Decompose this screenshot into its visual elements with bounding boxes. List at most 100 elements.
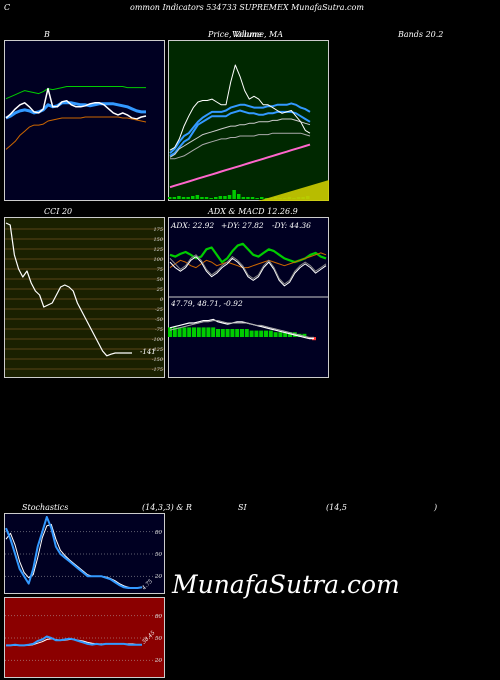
macd-histogram-bar — [249, 330, 254, 337]
macd-label: 47.79, 48.71, -0.92 — [170, 299, 243, 308]
macd-histogram-bar — [288, 332, 292, 337]
osc-signal-line — [5, 523, 143, 589]
macd-histogram-bar — [244, 329, 249, 337]
cci-title: CCI 20 — [44, 207, 73, 216]
cci-line — [5, 222, 132, 357]
macd-histogram-bar — [201, 327, 206, 337]
price-chart — [168, 40, 329, 201]
mdi-line — [169, 256, 327, 287]
cci-tick-label: -75 — [155, 327, 163, 333]
macd-histogram-bar — [177, 327, 182, 337]
macd-histogram-bar — [302, 333, 307, 337]
volume-bar — [218, 196, 223, 199]
volume-bar — [209, 198, 213, 199]
macd-histogram-bar — [211, 327, 216, 337]
panel-background — [168, 40, 329, 201]
macd-histogram-bar — [240, 329, 244, 337]
volume-bar — [255, 198, 259, 199]
volume-bar — [241, 197, 246, 199]
bands-title: Bands 20.2 — [398, 30, 444, 39]
cci-tick-label: -100 — [152, 337, 164, 343]
price-ma-short-b — [169, 102, 311, 154]
macd-histogram-bar — [187, 327, 192, 337]
volume-bar — [181, 197, 186, 199]
pdi-label: +DY: 27.82 — [221, 221, 264, 230]
cci-tick-label: 125 — [153, 247, 163, 253]
macd-histogram-bar — [182, 327, 187, 337]
osc-main-line — [6, 635, 142, 647]
bb-middle-line — [5, 101, 146, 120]
macd-histogram-bar — [220, 329, 225, 337]
cci-tick-label: -125 — [152, 347, 163, 353]
stoch-title-c: SI — [238, 503, 247, 512]
osc-tick-label: 50 — [155, 636, 162, 642]
volume-bar — [260, 197, 264, 199]
volume-bar — [200, 197, 204, 199]
volume-bar — [214, 197, 218, 199]
cci-tick-label: 0 — [160, 297, 164, 303]
adx-label: ADX: 22.92 — [170, 221, 214, 230]
price-title: Price, Volume, MA — [208, 30, 284, 39]
macd-histogram-bar — [225, 329, 230, 337]
panel-background — [4, 597, 165, 678]
volume-bar — [223, 196, 227, 199]
volume-bar — [246, 197, 250, 199]
macd-histogram-bar — [264, 330, 268, 337]
stoch-title-b: (14,3,3) & R — [142, 503, 192, 512]
volume-bar — [168, 197, 172, 199]
stoch-title-d: (14,5 — [326, 503, 347, 512]
macd-line — [169, 318, 314, 340]
bb-upper-line — [5, 86, 146, 100]
price-ma-long — [170, 132, 311, 160]
macd-histogram-bar — [196, 327, 201, 337]
macd-histogram-bar — [254, 330, 259, 337]
osc-tick-label: 20 — [154, 658, 162, 664]
mdi-label: -DY: 44.36 — [272, 221, 311, 230]
volume-bar — [237, 194, 241, 199]
osc-tick-label: 80 — [155, 614, 162, 620]
panel-background — [4, 217, 165, 378]
cci-tick-label: 75 — [157, 267, 163, 273]
macd-histogram-bar — [206, 327, 211, 337]
volume-bar — [204, 197, 209, 199]
macd-histogram-bar — [278, 332, 283, 337]
volume-bar — [177, 196, 181, 199]
osc-tick-label: 50 — [155, 552, 162, 558]
volume-bar — [191, 196, 195, 199]
osc-tick-label: 80 — [155, 530, 162, 536]
volume-bar — [227, 195, 232, 199]
page-title: ommon Indicators 534733 SUPREMEX MunafaS… — [130, 3, 364, 12]
volume-bar — [264, 198, 269, 199]
price-title-overlap: Volume — [232, 30, 262, 39]
bb-price-line — [5, 87, 147, 120]
macd-signal-line — [169, 320, 314, 338]
watermark: MunafaSutra.com — [172, 570, 400, 599]
osc-main-line — [5, 516, 143, 589]
price-close-line — [169, 64, 311, 151]
macd-histogram-bar — [259, 330, 264, 337]
cci-tick-label: -50 — [155, 317, 164, 323]
mdi-shadow-line — [169, 254, 327, 285]
cci-chart: 175 150 125 100 75 50 25 0 -25 -50 -75 -100 -125 -150… — [4, 217, 165, 378]
cci-tick-label: 150 — [153, 237, 163, 243]
bb-lower-line — [5, 116, 147, 150]
header-left: C — [4, 3, 11, 12]
cci-tick-label: -175 — [152, 367, 163, 373]
osc-tick-label: 20 — [154, 574, 162, 580]
cci-tick-label: -25 — [155, 307, 163, 313]
bb-title: B — [44, 30, 50, 39]
volume-bar — [232, 190, 236, 199]
cci-tick-label: 50 — [157, 277, 164, 283]
macd-histogram-bar — [283, 332, 288, 337]
stoch-title-a: Stochastics — [22, 503, 69, 512]
cci-tick-label: 175 — [153, 227, 163, 233]
bollinger-chart — [4, 40, 165, 201]
adx-chart: ADX: 22.92 +DY: 27.82 -DY: 44.36 47.79, 48.… — [168, 217, 329, 378]
price-ma-pink — [169, 143, 311, 189]
volume-bar — [186, 197, 190, 199]
price-ma-mid — [169, 118, 311, 158]
adx-title: ADX & MACD 12.26.9 — [208, 207, 298, 216]
stoch-title-e: ) — [434, 503, 438, 512]
